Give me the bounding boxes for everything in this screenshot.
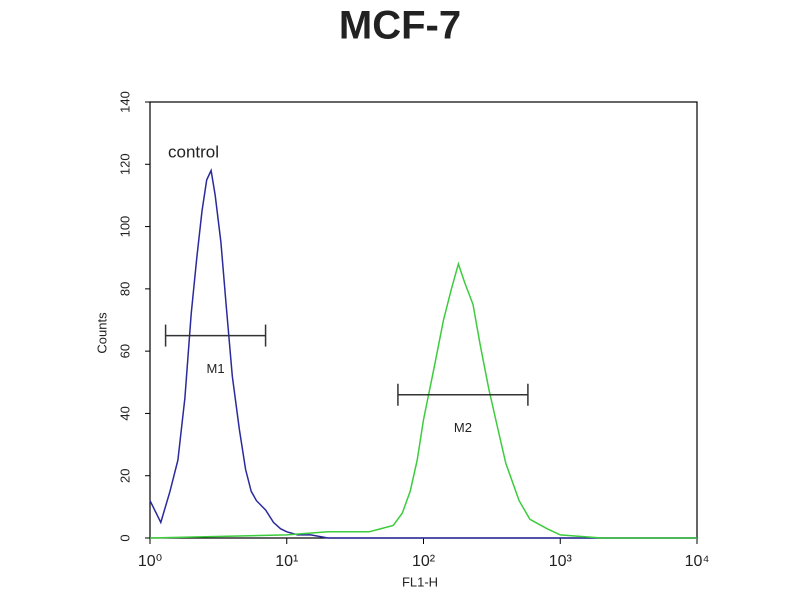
plot-frame: [149, 101, 698, 539]
y-tick-label: 80: [117, 282, 132, 296]
annotation: control: [168, 142, 219, 161]
y-tick-label: 0: [117, 534, 132, 541]
y-tick-label: 100: [117, 216, 132, 238]
x-tick-label: 10⁰: [138, 553, 162, 570]
histogram-line: [149, 167, 697, 539]
x-tick-label: 10¹: [275, 553, 298, 570]
y-axis-label: Counts: [94, 312, 109, 354]
gate-label: M2: [454, 420, 472, 435]
x-tick-label: 10⁴: [685, 553, 710, 570]
y-tick-label: 140: [117, 91, 132, 113]
y-tick-label: 60: [117, 344, 132, 358]
y-tick-label: 120: [117, 153, 132, 175]
gate-label: M1: [207, 361, 225, 376]
y-tick-label: 40: [117, 406, 132, 420]
x-tick-label: 10²: [412, 553, 436, 570]
y-tick-label: 20: [117, 468, 132, 482]
x-tick-label: 10³: [549, 553, 573, 570]
x-axis-label: FL1-H: [402, 574, 438, 589]
chart-title: MCF-7: [339, 4, 461, 48]
histogram-line: [149, 261, 697, 539]
